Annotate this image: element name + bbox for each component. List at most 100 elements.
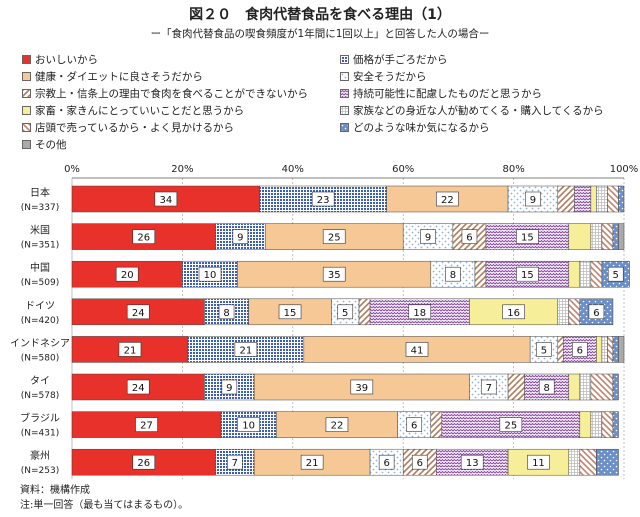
legend-swatch bbox=[340, 123, 349, 132]
data-label: 24 bbox=[132, 308, 145, 319]
bar-segment bbox=[430, 411, 443, 438]
bar-segment bbox=[590, 185, 597, 213]
data-label-box bbox=[118, 342, 142, 357]
data-label: 20 bbox=[121, 270, 134, 281]
data-label: 5 bbox=[342, 308, 348, 319]
data-label-box bbox=[461, 229, 478, 244]
data-label-box bbox=[322, 229, 346, 244]
chart-title: 図２０ 食肉代替食品を食べる理由（1） bbox=[189, 7, 451, 23]
data-label-box bbox=[405, 342, 429, 357]
data-label-box bbox=[135, 417, 158, 432]
category-n: (N=253) bbox=[21, 466, 59, 476]
data-label: 21 bbox=[306, 458, 319, 469]
data-label-box bbox=[445, 266, 461, 282]
bar-segment bbox=[331, 298, 360, 326]
data-label-box bbox=[460, 454, 484, 470]
data-label: 9 bbox=[530, 195, 536, 206]
data-label-box bbox=[408, 304, 432, 320]
x-tick-label: 20% bbox=[171, 164, 193, 175]
data-label-box bbox=[420, 229, 436, 244]
legend-swatch bbox=[340, 89, 349, 98]
bar-segment bbox=[507, 373, 525, 401]
bar-segment bbox=[507, 185, 559, 213]
data-label-box bbox=[350, 379, 374, 395]
data-label: 16 bbox=[507, 308, 520, 319]
bar-segment bbox=[601, 336, 608, 363]
bar-segment bbox=[612, 223, 619, 250]
bar-segment bbox=[568, 260, 581, 288]
data-label: 26 bbox=[137, 233, 150, 244]
data-label: 6 bbox=[466, 233, 472, 244]
legend-label: おいしいから bbox=[35, 54, 98, 66]
data-label: 10 bbox=[242, 421, 255, 432]
data-label: 6 bbox=[417, 458, 423, 469]
legend-item: 安全そうだから bbox=[340, 69, 427, 84]
bars: 34 23 22 9 26 9 25 9 6 15 20 10 35 8 15 5 24 8 15 5 18 16 6 21 2… bbox=[71, 185, 630, 476]
legend-swatch bbox=[22, 106, 31, 115]
bar-segment bbox=[618, 223, 625, 250]
legend-item: どのような味か気になるから bbox=[340, 120, 490, 135]
category-n: (N=580) bbox=[21, 353, 59, 363]
data-label: 15 bbox=[521, 270, 534, 281]
category-label: 米国 bbox=[30, 224, 50, 237]
category-label: ドイツ bbox=[25, 301, 55, 312]
data-label-box bbox=[538, 379, 555, 395]
bar-segment bbox=[568, 223, 592, 250]
legend-item: おいしいから bbox=[22, 52, 98, 67]
bar-segment bbox=[618, 185, 625, 213]
data-label-box bbox=[311, 191, 335, 207]
data-label: 13 bbox=[466, 458, 479, 469]
data-label-box bbox=[588, 304, 605, 320]
legend-label: 宗教上・信条上の理由で食肉を食べることができないから bbox=[35, 88, 308, 100]
bar-segment bbox=[590, 223, 603, 250]
bar-segment bbox=[607, 185, 619, 213]
data-label-box bbox=[218, 304, 235, 320]
bar-segment bbox=[358, 298, 371, 326]
bar-segment bbox=[590, 373, 614, 401]
bar-segment bbox=[601, 411, 614, 438]
bar-segment bbox=[574, 185, 592, 213]
data-label-box bbox=[278, 304, 302, 320]
data-label: 24 bbox=[132, 383, 145, 394]
bar-segment bbox=[568, 448, 581, 476]
data-label: 15 bbox=[521, 233, 534, 244]
data-label: 21 bbox=[124, 345, 137, 356]
data-label: 7 bbox=[232, 458, 238, 469]
data-label-box bbox=[406, 417, 423, 432]
category-labels: 日本 (N=337) 米国 (N=351) 中国 (N=509) ドイツ (N=420) インド… bbox=[10, 186, 70, 476]
data-label: 27 bbox=[140, 421, 153, 432]
data-label-box bbox=[527, 454, 550, 470]
data-label: 6 bbox=[411, 421, 417, 432]
data-label-box bbox=[198, 266, 222, 282]
answer-note: 注:単一回答（最も当てはまるもの）。 bbox=[20, 500, 189, 511]
bar-segment bbox=[612, 336, 619, 363]
data-label: 23 bbox=[317, 195, 330, 206]
legend-label: どのような味か気になるから bbox=[353, 122, 490, 134]
data-label: 10 bbox=[204, 270, 217, 281]
legend-swatch bbox=[22, 89, 31, 98]
data-label-box bbox=[232, 229, 249, 244]
legend-item: 健康・ダイエットに良さそうだから bbox=[22, 69, 203, 84]
data-label-box bbox=[154, 191, 178, 207]
data-label: 26 bbox=[137, 458, 150, 469]
data-label-box bbox=[480, 379, 497, 395]
legend-label: その他 bbox=[35, 139, 67, 151]
legend-swatch bbox=[22, 55, 31, 64]
legend-label: 価格が手ごろだから bbox=[353, 54, 448, 66]
legend-item: その他 bbox=[22, 137, 67, 152]
bar-segment bbox=[601, 260, 630, 288]
data-label: 8 bbox=[450, 270, 456, 281]
legend-item: 家族などの身近な人が勧めてくる・購入してくるから bbox=[340, 103, 604, 118]
data-label-box bbox=[572, 342, 588, 357]
legend-swatch bbox=[22, 123, 31, 132]
data-label: 8 bbox=[544, 383, 550, 394]
x-tick-label: 0% bbox=[64, 164, 80, 175]
legend-item: 持続可能性に配慮したものだと思うから bbox=[340, 86, 542, 101]
category-label: 豪州 bbox=[30, 449, 50, 462]
data-label: 7 bbox=[486, 383, 492, 394]
x-tick-label: 80% bbox=[502, 164, 524, 175]
data-label: 25 bbox=[328, 233, 341, 244]
legend-item: 価格が手ごろだから bbox=[340, 52, 448, 67]
legend-swatch bbox=[340, 106, 349, 115]
